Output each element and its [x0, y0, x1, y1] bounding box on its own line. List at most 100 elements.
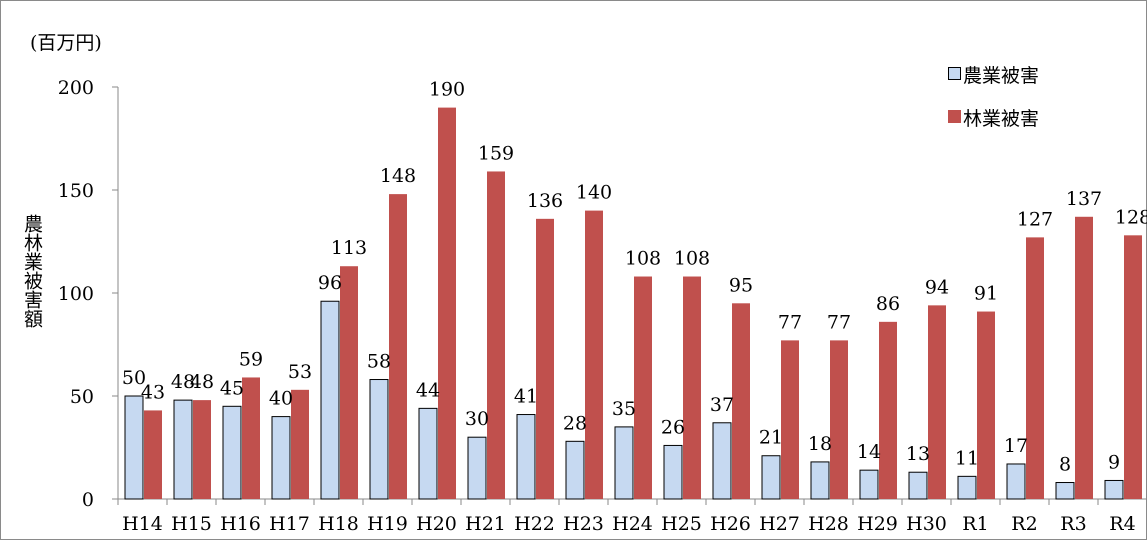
y-tick-label: 150	[58, 180, 94, 202]
x-tick-label: R3	[1060, 513, 1086, 535]
x-tick-label: R4	[1109, 513, 1135, 535]
data-label-agri: 96	[318, 272, 342, 294]
x-tick-label: R1	[962, 513, 988, 535]
data-label-forest: 77	[827, 311, 851, 333]
bar-forest	[193, 400, 211, 499]
x-tick-label: R2	[1011, 513, 1037, 535]
data-label-forest: 108	[625, 248, 661, 270]
bar-forest	[928, 305, 946, 499]
x-tick-label: H14	[122, 513, 163, 535]
x-tick-label: H16	[220, 513, 261, 535]
bar-forest	[585, 210, 603, 499]
bar-agri	[369, 379, 389, 500]
x-tick-label: H25	[661, 513, 702, 535]
data-label-agri: 14	[857, 441, 881, 463]
bar-forest	[732, 303, 750, 499]
bar-agri	[1104, 479, 1124, 500]
bar-forest	[683, 276, 701, 499]
data-label-agri: 44	[416, 379, 440, 401]
data-label-forest: 77	[778, 311, 802, 333]
data-label-forest: 59	[239, 348, 263, 370]
data-label-agri: 26	[661, 416, 685, 438]
data-label-agri: 9	[1108, 451, 1120, 473]
data-label-agri: 40	[269, 388, 293, 410]
data-label-forest: 113	[331, 237, 367, 259]
bar-agri	[271, 416, 291, 500]
data-label-agri: 28	[563, 412, 587, 434]
y-tick-label: 200	[58, 77, 94, 99]
bar-agri	[467, 436, 487, 500]
x-tick-label: H24	[612, 513, 653, 535]
bar-forest	[438, 107, 456, 499]
x-tick-label: H23	[563, 513, 604, 535]
bar-agri	[565, 440, 585, 500]
x-tick-label: H28	[808, 513, 849, 535]
data-label-agri: 30	[465, 408, 489, 430]
data-label-forest: 95	[729, 274, 753, 296]
data-label-forest: 91	[974, 283, 998, 305]
x-tick-label: H22	[514, 513, 555, 535]
data-label-agri: 17	[1004, 435, 1028, 457]
y-tick-label: 100	[58, 283, 94, 305]
bar-forest	[977, 311, 995, 499]
data-label-agri: 41	[514, 386, 538, 408]
data-label-agri: 21	[759, 427, 783, 449]
bar-forest	[1026, 237, 1044, 499]
x-tick-label: H18	[318, 513, 359, 535]
data-label-forest: 159	[478, 142, 514, 164]
bar-agri	[859, 469, 879, 500]
bar-agri	[173, 399, 193, 500]
data-label-agri: 58	[367, 351, 391, 373]
bar-agri	[614, 426, 634, 500]
data-label-agri: 13	[906, 443, 930, 465]
bar-forest	[340, 266, 358, 499]
data-label-agri: 11	[955, 447, 979, 469]
x-tick-label: H29	[857, 513, 898, 535]
bar-agri	[1006, 463, 1026, 500]
y-axis-label: 農林業被害額	[21, 214, 43, 328]
bar-forest	[879, 321, 897, 499]
bar-agri	[810, 461, 830, 500]
y-tick-label: 0	[82, 489, 94, 511]
data-label-forest: 140	[576, 182, 612, 204]
legend-label-forest: 林業被害	[963, 108, 1040, 130]
legend-label-agri: 農業被害	[963, 65, 1040, 87]
data-label-forest: 94	[925, 276, 949, 298]
legend-swatch-agri	[948, 67, 961, 80]
bar-agri	[418, 407, 438, 500]
data-label-forest: 86	[876, 293, 900, 315]
bar-forest	[634, 276, 652, 499]
bar-agri	[222, 405, 242, 500]
data-label-forest: 127	[1017, 208, 1053, 230]
bar-agri	[320, 300, 340, 500]
data-label-agri: 45	[220, 377, 244, 399]
data-label-agri: 48	[171, 371, 195, 393]
unit-label: (百万円)	[30, 32, 102, 54]
data-label-agri: 50	[122, 367, 146, 389]
data-label-forest: 43	[141, 381, 165, 403]
data-label-agri: 35	[612, 398, 636, 420]
data-label-agri: 37	[710, 394, 734, 416]
data-label-forest: 128	[1115, 206, 1147, 228]
data-label-forest: 190	[429, 79, 465, 101]
bar-agri	[124, 395, 144, 500]
x-tick-label: H26	[710, 513, 751, 535]
x-tick-label: H17	[269, 513, 310, 535]
bar-agri	[761, 455, 781, 500]
bar-forest	[389, 194, 407, 499]
x-tick-label: H15	[171, 513, 212, 535]
bar-agri	[1055, 482, 1075, 500]
bar-agri	[957, 475, 977, 500]
data-label-agri: 18	[808, 433, 832, 455]
bar-agri	[908, 471, 928, 500]
bar-forest	[830, 340, 848, 499]
legend-swatch-forest	[948, 110, 961, 123]
x-tick-label: H30	[906, 513, 947, 535]
x-tick-label: H27	[759, 513, 800, 535]
bar-forest	[242, 377, 260, 499]
data-label-agri: 8	[1059, 454, 1071, 476]
bar-forest	[1124, 235, 1142, 499]
x-tick-label: H20	[416, 513, 457, 535]
bar-agri	[712, 422, 732, 500]
bar-forest	[536, 218, 554, 499]
